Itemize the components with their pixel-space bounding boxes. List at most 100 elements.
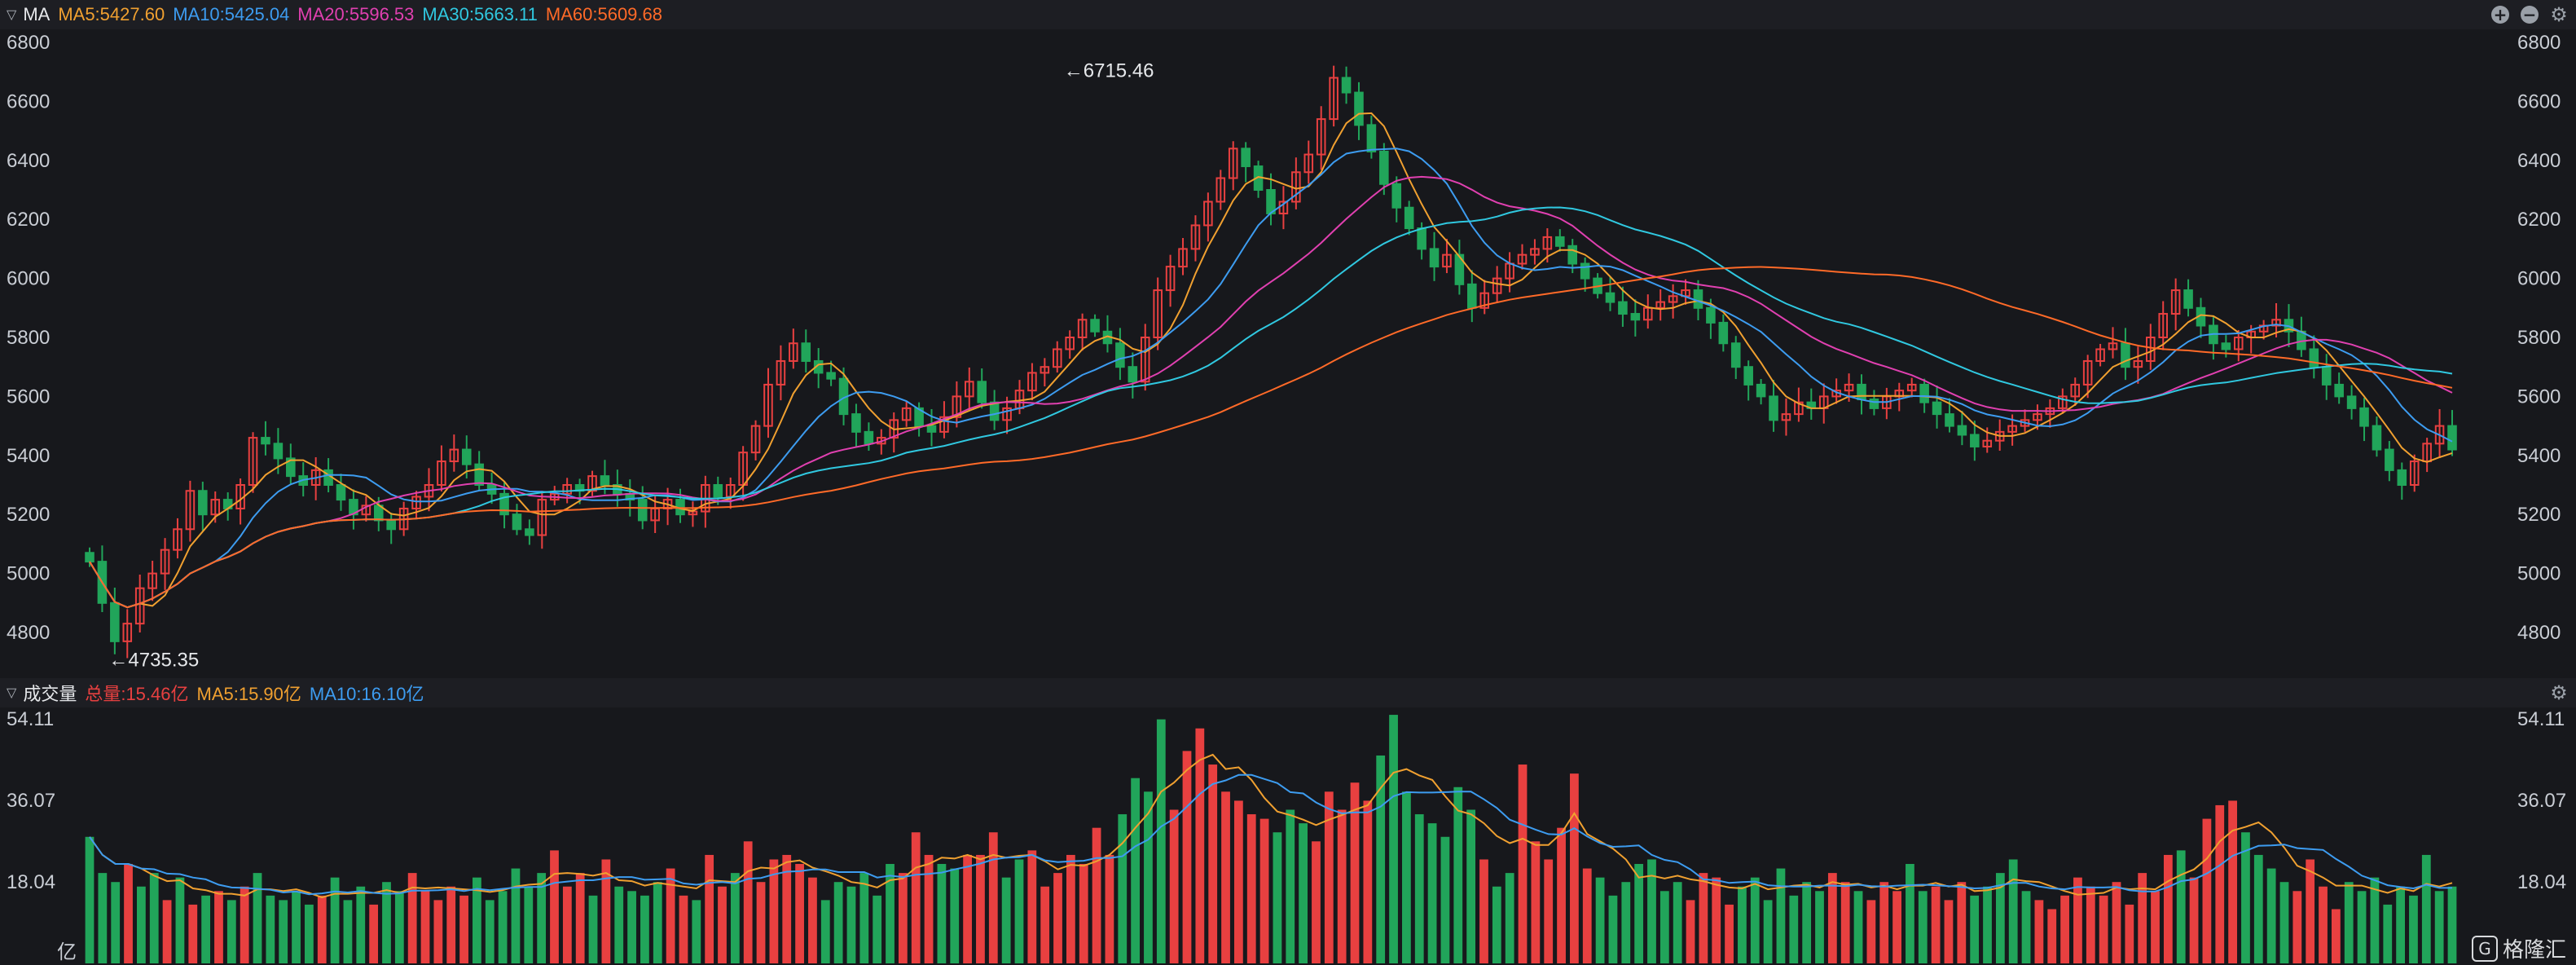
candle-body	[286, 457, 296, 478]
price-tick-right: 6600	[2517, 90, 2561, 112]
volume-bar	[2008, 859, 2018, 963]
volume-tick-left: 36.07	[7, 790, 55, 812]
candle-body	[2221, 342, 2231, 350]
gear-icon[interactable]: ⚙	[2550, 3, 2568, 26]
price-tick-left: 5200	[7, 504, 50, 526]
logo-icon: G	[2471, 935, 2498, 962]
candle-body	[1203, 200, 1213, 227]
candle-body	[1417, 227, 1426, 250]
candle-body	[110, 601, 120, 642]
volume-bar	[1208, 765, 1218, 963]
price-tick-right: 5600	[2517, 386, 2561, 408]
volume-bar	[537, 873, 547, 963]
candle-body	[562, 484, 572, 495]
volume-bar	[1647, 859, 1656, 963]
candle-body	[2108, 342, 2118, 350]
volume-bar	[1453, 787, 1463, 963]
volume-tick-right: 54.11	[2517, 708, 2565, 730]
ma10-line	[89, 148, 2453, 609]
candle-body	[1140, 337, 1150, 383]
volume-bar	[1699, 873, 1708, 963]
volume-bar	[1725, 904, 1734, 963]
candle-body	[173, 528, 182, 551]
candle-body	[926, 425, 937, 433]
ma20-line	[89, 175, 2453, 609]
volume-bar	[1169, 809, 1179, 963]
candle-body	[1542, 236, 1553, 250]
volume-bar	[1686, 900, 1695, 963]
candle-body	[1630, 313, 1641, 321]
candle-body	[1945, 413, 1954, 427]
volume-bar	[2253, 854, 2263, 963]
indicator-name[interactable]: MA	[23, 4, 51, 24]
volume-bar	[1866, 900, 1876, 963]
gear-icon[interactable]: ⚙	[2550, 681, 2568, 704]
volume-bar	[1738, 886, 1747, 963]
candle-body	[525, 528, 534, 536]
volume-bar	[2241, 832, 2250, 963]
volume-bar	[2319, 886, 2328, 963]
candle-body	[826, 372, 836, 380]
candle-body	[1341, 77, 1352, 94]
plus-circle-icon[interactable]: +	[2491, 6, 2509, 24]
volume-bar	[976, 854, 985, 963]
candle-body	[2082, 359, 2093, 386]
volume-bar	[2228, 800, 2237, 963]
volume-bar	[111, 882, 121, 963]
volume-bar	[240, 886, 249, 963]
minus-circle-icon[interactable]: −	[2521, 6, 2539, 24]
collapse-caret-icon[interactable]: ▽	[7, 8, 17, 22]
volume-bar	[1918, 891, 1928, 963]
vol_ma5-line	[89, 753, 2453, 899]
volume-indicator-name[interactable]: 成交量	[23, 684, 77, 704]
volume-bar	[692, 900, 701, 963]
volume-bar	[356, 886, 366, 963]
volume-bar	[1582, 868, 1592, 963]
candle-body	[1555, 236, 1565, 247]
ma-legend-label-0: MA5:5427.60	[58, 4, 165, 24]
volume-bar	[407, 873, 417, 963]
volume-bar	[2331, 909, 2341, 963]
price-tick-left: 5400	[7, 445, 50, 467]
candle-body	[587, 475, 597, 492]
candle-body	[1115, 342, 1125, 368]
candle-body	[147, 572, 157, 589]
candle-body	[1266, 189, 1276, 214]
volume-bar	[1156, 719, 1166, 963]
volume-bar	[124, 864, 133, 963]
volume-bar	[1995, 873, 2005, 963]
candle-body	[1530, 248, 1540, 256]
price-tick-left: 6400	[7, 150, 50, 172]
candle-body	[1040, 366, 1050, 374]
volume-bar	[1557, 827, 1566, 963]
volume-bar	[614, 886, 624, 963]
price-tick-left: 6600	[7, 90, 50, 112]
volume-bar	[1195, 728, 1205, 963]
candle-body	[1379, 150, 1389, 185]
volume-bar	[1712, 877, 1721, 963]
candle-body	[1228, 148, 1238, 179]
volume-bar	[2306, 859, 2315, 963]
candle-body	[198, 490, 208, 516]
candle-body	[1919, 383, 1929, 403]
volume-legend-label-1: MA5:15.90亿	[196, 684, 301, 704]
volume-bar	[1066, 854, 1075, 963]
candle-body	[2158, 313, 2168, 339]
candle-body	[2183, 289, 2193, 309]
collapse-caret-icon[interactable]: ▽	[7, 686, 17, 700]
candle-body	[1932, 401, 1942, 416]
candle-body	[637, 499, 648, 522]
volume-bar	[550, 850, 559, 963]
volume-bar	[485, 900, 495, 963]
price-tick-left: 6000	[7, 268, 50, 290]
volume-bar	[2279, 882, 2289, 963]
volume-bar	[2434, 891, 2444, 963]
candle-body	[1165, 266, 1176, 292]
candle-body	[750, 425, 761, 454]
candle-body	[361, 505, 371, 516]
candle-body	[901, 407, 912, 421]
volume-bar	[1079, 864, 1088, 963]
volume-bar	[473, 877, 481, 963]
candle-body	[1391, 183, 1402, 209]
